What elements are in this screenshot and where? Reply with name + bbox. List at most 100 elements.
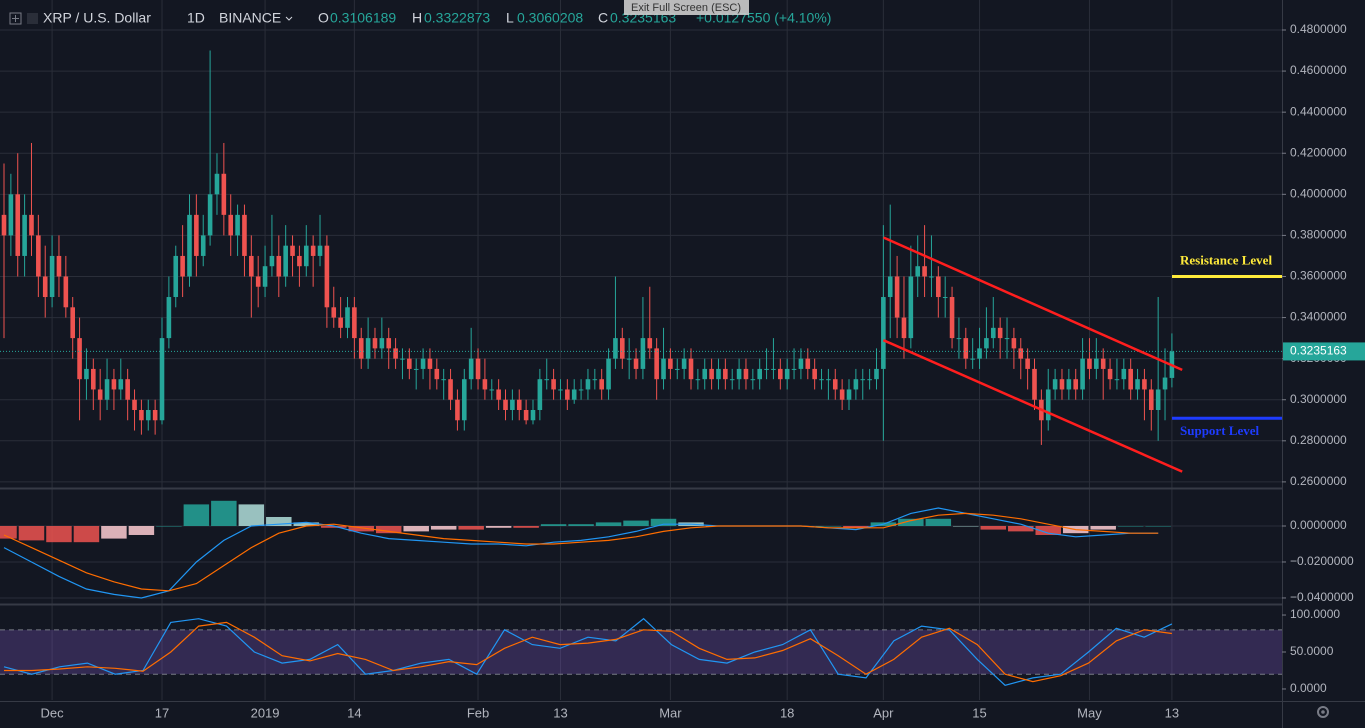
interval[interactable]: 1D xyxy=(187,10,205,26)
ohlc-value: 0.3106189 xyxy=(330,10,396,26)
candle-body xyxy=(111,379,117,390)
macd-histogram-bar xyxy=(238,504,265,526)
candle-body xyxy=(42,276,48,298)
candle-body xyxy=(22,214,27,256)
y-tick-label: 0.0000 xyxy=(1290,681,1327,695)
candle-body xyxy=(145,409,151,421)
candle-body xyxy=(784,368,790,380)
candle-body xyxy=(1114,379,1120,381)
gear-icon[interactable] xyxy=(1317,706,1329,718)
candle-body xyxy=(805,358,811,369)
candle-body xyxy=(812,368,817,380)
candle-body xyxy=(970,358,975,360)
candle-body xyxy=(516,399,522,410)
candle-body xyxy=(386,338,392,349)
candle-body xyxy=(571,389,577,400)
candle-body xyxy=(290,245,295,256)
candle-body xyxy=(599,379,604,390)
chart-icon[interactable] xyxy=(27,13,38,24)
candle-body xyxy=(1148,389,1154,410)
x-tick-label: Mar xyxy=(659,705,682,720)
candle-body xyxy=(860,379,866,381)
candle-body xyxy=(613,338,618,359)
candle-body xyxy=(778,368,783,380)
candle-body xyxy=(118,379,124,390)
y-tick-label: −0.0200000 xyxy=(1290,554,1354,568)
candle-body xyxy=(489,389,495,391)
macd-histogram-bar xyxy=(128,525,155,535)
candle-body xyxy=(674,368,680,370)
x-tick-label: Feb xyxy=(467,705,489,720)
candle-body xyxy=(70,307,75,339)
macd-histogram-bar xyxy=(595,522,622,526)
candle-body xyxy=(249,255,254,277)
candle-body xyxy=(345,307,350,328)
candle-body xyxy=(1066,379,1072,390)
candle-body xyxy=(400,358,405,360)
macd-histogram-bar xyxy=(46,525,72,543)
stoch-line xyxy=(3,617,1173,686)
candle-body xyxy=(620,338,625,359)
candle-body xyxy=(1052,379,1058,390)
macd-histogram-bar xyxy=(1008,525,1034,532)
candle-body xyxy=(688,358,694,380)
candle-body xyxy=(365,338,371,359)
macd-histogram-bar xyxy=(375,525,402,534)
candle-body xyxy=(84,368,89,380)
candle-body xyxy=(681,358,687,369)
candle-body xyxy=(1155,389,1161,410)
candle-body xyxy=(455,399,460,421)
dropdown-chevron[interactable] xyxy=(285,16,293,21)
last-price-label: 0.3235163 xyxy=(1290,344,1347,358)
candle-body xyxy=(578,389,584,391)
exchange[interactable]: BINANCE xyxy=(219,10,281,26)
macd-histogram-bar xyxy=(156,525,182,527)
exit-fullscreen-banner[interactable] xyxy=(624,0,749,15)
last-price-tag xyxy=(1283,342,1365,361)
candle-body xyxy=(303,245,309,267)
chart-icon[interactable] xyxy=(9,12,22,25)
symbol[interactable]: XRP / U.S. Dollar xyxy=(43,10,151,26)
candle-body xyxy=(1059,379,1065,390)
candle-body xyxy=(523,409,529,421)
candle-body xyxy=(1080,358,1085,390)
candle-body xyxy=(949,297,955,339)
candle-body xyxy=(235,214,240,236)
exit-fullscreen-text[interactable]: Exit Full Screen (ESC) xyxy=(631,2,741,14)
candle-body xyxy=(881,297,886,369)
candle-body xyxy=(530,409,536,421)
y-tick-label: 0.2600000 xyxy=(1290,474,1347,488)
candle-body xyxy=(874,368,879,380)
candle-body xyxy=(482,379,488,390)
macd-histogram-bar xyxy=(540,524,567,526)
macd-histogram-bar xyxy=(980,525,1007,530)
ohlc-label: C xyxy=(598,10,608,26)
candle-body xyxy=(867,379,872,381)
macd-histogram-bar xyxy=(623,520,649,526)
ohlc-value: 0.3060208 xyxy=(517,10,583,26)
candle-body xyxy=(510,399,515,410)
macd-histogram-bar xyxy=(1035,525,1061,535)
candle-body xyxy=(929,276,934,278)
stoch-band xyxy=(0,629,1282,675)
candle-body xyxy=(166,297,172,339)
x-tick-label: Dec xyxy=(41,705,65,720)
candle-body xyxy=(29,214,34,236)
candle-body xyxy=(187,214,192,277)
candle-body xyxy=(1094,358,1099,369)
x-tick-label: May xyxy=(1077,705,1102,720)
candle-body xyxy=(132,399,137,410)
candle-body xyxy=(729,379,735,381)
settings-gear[interactable] xyxy=(1317,706,1329,718)
macd-histogram-bar xyxy=(403,525,429,532)
ohlc-label: O xyxy=(318,10,329,26)
candle-body xyxy=(372,338,378,349)
candle-body xyxy=(839,389,845,400)
y-tick-label: 100.0000 xyxy=(1290,607,1340,621)
macd-histogram-bar xyxy=(430,525,457,530)
candle-body xyxy=(750,379,756,381)
candle-body xyxy=(297,255,302,267)
y-tick-label: 0.4600000 xyxy=(1290,63,1347,77)
